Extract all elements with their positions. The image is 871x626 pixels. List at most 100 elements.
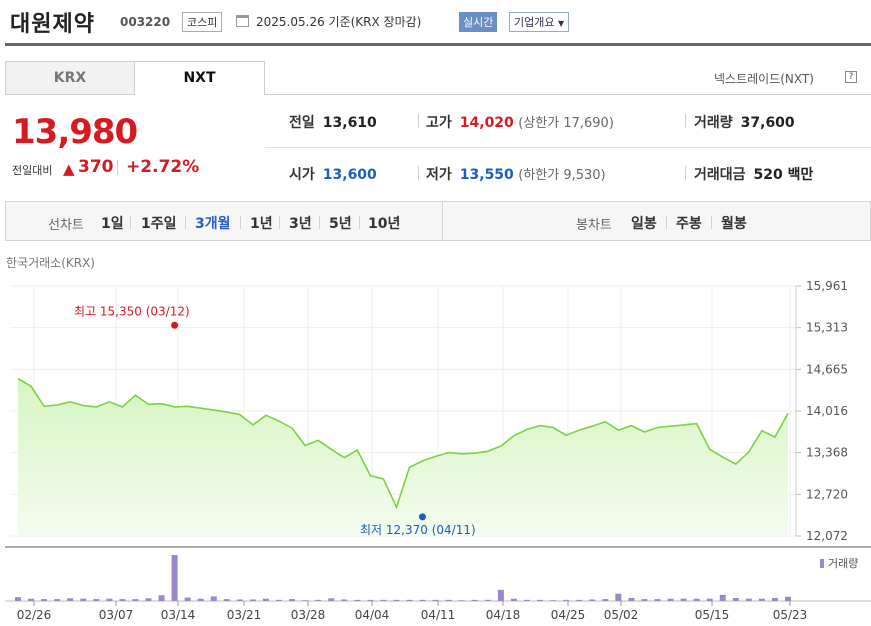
stat-low: 저가 13,550 (하한가 9,530) <box>426 167 606 183</box>
period-5y[interactable]: 5년 <box>329 216 352 232</box>
x-tick-label: 03/21 <box>227 608 262 622</box>
volume-bar <box>641 599 648 601</box>
exchange-label: 한국거래소(KRX) <box>6 256 95 270</box>
low-marker <box>418 513 426 521</box>
x-tick-label: 03/14 <box>161 608 196 622</box>
price-change-pct: +2.72% <box>126 157 200 177</box>
y-tick-label: 12,720 <box>806 487 848 501</box>
high-label: 최고 15,350 (03/12) <box>74 304 190 318</box>
volume-bar <box>419 599 426 601</box>
tab-divider <box>265 94 871 95</box>
prev-label: 전일대비 <box>12 164 53 177</box>
stat-separator <box>685 114 686 128</box>
y-tick-label: 12,072 <box>806 529 848 543</box>
volume-bar <box>458 600 465 601</box>
volume-bar <box>262 598 269 601</box>
volume-bar <box>628 597 635 601</box>
volume-bar <box>80 598 87 601</box>
tab-nxt[interactable]: NXT <box>134 61 265 95</box>
stat-open: 시가 13,600 <box>289 167 377 183</box>
volume-bar <box>667 598 674 601</box>
period-1d[interactable]: 1일 <box>101 216 124 232</box>
volume-bar <box>706 598 713 601</box>
period-separator <box>666 216 667 229</box>
line-chart-label: 선차트 <box>48 218 84 233</box>
volume-bar <box>393 599 400 601</box>
volume-bar <box>315 599 322 601</box>
volume-bar <box>654 599 661 601</box>
volume-bar <box>302 600 309 601</box>
price-area <box>18 378 788 536</box>
x-tick-label: 05/15 <box>695 608 730 622</box>
up-arrow-icon: ▲ <box>63 160 75 178</box>
market-badge: 코스피 <box>182 12 223 32</box>
x-tick-label: 04/18 <box>486 608 521 622</box>
volume-bar <box>719 594 726 601</box>
volume-bar <box>341 599 348 601</box>
y-tick-label: 14,665 <box>806 362 848 376</box>
volume-bar <box>328 598 335 601</box>
volume-bar <box>145 598 152 601</box>
period-separator <box>319 216 320 229</box>
volume-bar <box>249 599 256 601</box>
volume-bar <box>15 597 21 601</box>
volume-bar <box>432 599 439 601</box>
period-3m[interactable]: 3개월 <box>195 216 231 232</box>
period-weekly[interactable]: 주봉 <box>676 216 702 232</box>
stock-name: 대원제약 <box>10 12 95 37</box>
calendar-icon <box>236 15 249 27</box>
price-change: 370 <box>78 157 114 177</box>
period-divider <box>442 202 443 240</box>
x-tick-label: 04/11 <box>421 608 456 622</box>
volume-bar <box>550 600 557 601</box>
volume-bar <box>41 599 48 601</box>
period-monthly[interactable]: 월봉 <box>721 216 747 232</box>
period-separator <box>130 216 131 229</box>
period-separator <box>359 216 360 229</box>
volume-bar <box>589 599 596 601</box>
volume-bar <box>615 593 622 601</box>
y-tick-label: 14,016 <box>806 404 848 418</box>
volume-bar <box>471 599 478 601</box>
volume-bar <box>93 599 100 601</box>
volume-bar <box>510 598 517 601</box>
stat-separator <box>685 166 686 180</box>
period-1y[interactable]: 1년 <box>250 216 273 232</box>
volume-bar <box>732 597 739 601</box>
period-daily[interactable]: 일봉 <box>631 216 657 232</box>
volume-bar <box>523 599 530 601</box>
realtime-button[interactable]: 실시간 <box>459 12 498 32</box>
header-divider <box>5 43 871 46</box>
x-tick-label: 04/25 <box>551 608 586 622</box>
volume-legend-label: 거래량 <box>828 557 858 570</box>
tab-krx[interactable]: KRX <box>5 61 135 95</box>
stat-row-divider <box>265 147 871 148</box>
volume-bar <box>758 598 765 601</box>
x-tick-label: 02/26 <box>17 608 52 622</box>
help-icon[interactable]: ? <box>845 71 857 83</box>
period-10y[interactable]: 10년 <box>368 216 401 232</box>
volume-bar <box>563 599 570 601</box>
stat-high: 고가 14,020 (상한가 17,690) <box>426 115 614 131</box>
period-3y[interactable]: 3년 <box>289 216 312 232</box>
y-tick-label: 15,961 <box>806 279 848 293</box>
volume-bar <box>576 599 583 601</box>
chevron-down-icon: ▼ <box>557 19 565 28</box>
candle-chart-label: 봉차트 <box>576 218 612 233</box>
high-marker <box>171 321 179 329</box>
volume-bar <box>497 589 504 601</box>
period-1w[interactable]: 1주일 <box>141 216 177 232</box>
x-tick-label: 05/23 <box>773 608 808 622</box>
stat-amount: 거래대금 520 백만 <box>694 167 814 183</box>
volume-bar <box>680 598 687 601</box>
volume-bar <box>67 598 74 601</box>
stock-code: 003220 <box>120 15 171 29</box>
company-info-dropdown[interactable]: 기업개요 ▼ <box>509 12 570 32</box>
volume-bar <box>602 599 609 601</box>
stat-separator <box>418 166 419 180</box>
price-line <box>17 377 789 510</box>
volume-bar <box>745 598 752 601</box>
volume-bar <box>367 599 374 601</box>
stock-header: 대원제약 003220 코스피 2025.05.26 기준(KRX 장마감) 실… <box>0 0 871 46</box>
volume-legend-swatch <box>820 559 824 568</box>
